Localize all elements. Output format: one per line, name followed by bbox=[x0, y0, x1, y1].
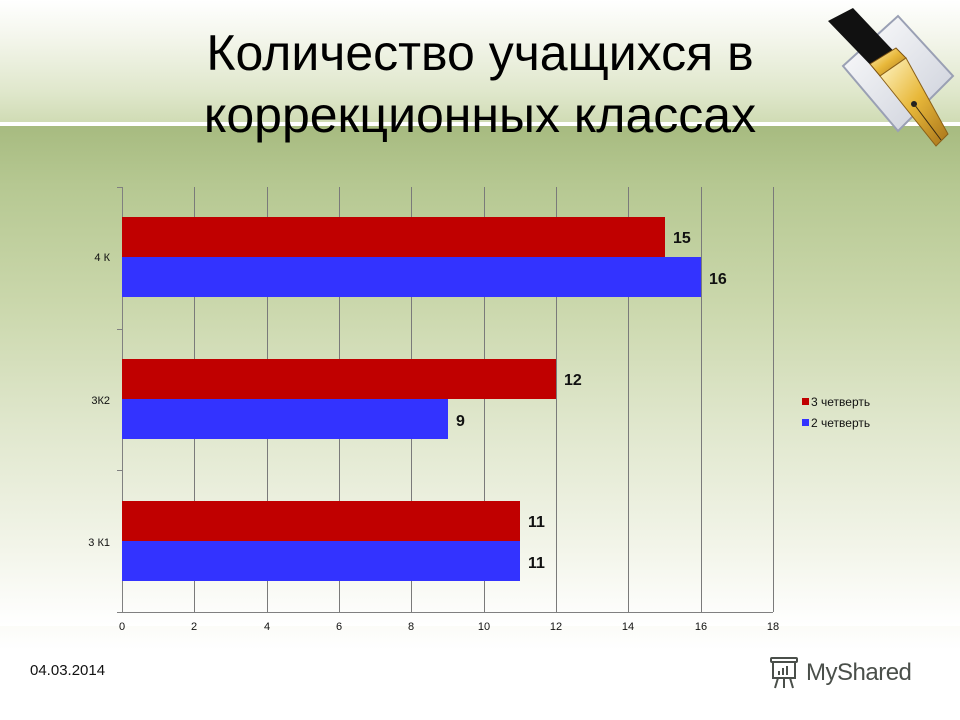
x-tick-label: 8 bbox=[407, 621, 415, 633]
gridline bbox=[556, 187, 557, 612]
y-tick bbox=[117, 187, 122, 188]
bar-3k2-q3 bbox=[122, 359, 556, 399]
x-tick-label: 10 bbox=[477, 621, 491, 633]
legend-swatch-blue bbox=[802, 419, 809, 426]
category-label: 3К2 bbox=[91, 395, 110, 407]
category-label: 4 К bbox=[94, 252, 110, 264]
divider-line bbox=[0, 122, 960, 126]
data-label: 12 bbox=[564, 372, 582, 389]
y-tick bbox=[117, 612, 122, 613]
legend-item-q2: 2 четверть bbox=[802, 412, 870, 433]
x-tick-label: 14 bbox=[621, 621, 635, 633]
chart-legend: 3 четверть 2 четверть bbox=[802, 391, 870, 433]
data-label: 11 bbox=[528, 555, 545, 572]
data-label: 16 bbox=[709, 271, 727, 288]
x-tick-label: 0 bbox=[118, 621, 126, 633]
title-band bbox=[0, 0, 960, 124]
legend-swatch-red bbox=[802, 398, 809, 405]
x-tick-label: 2 bbox=[190, 621, 198, 633]
y-tick bbox=[117, 470, 122, 471]
data-label: 9 bbox=[456, 413, 465, 430]
bar-3k2-q2 bbox=[122, 399, 448, 439]
bar-4k-q3 bbox=[122, 217, 665, 257]
watermark-logo: MyShared bbox=[768, 656, 912, 690]
data-label: 11 bbox=[528, 514, 545, 531]
presentation-board-icon bbox=[770, 657, 798, 689]
x-axis bbox=[122, 612, 773, 613]
bar-3k1-q2 bbox=[122, 541, 520, 581]
gridline bbox=[701, 187, 702, 612]
x-tick-label: 6 bbox=[335, 621, 343, 633]
gridline bbox=[773, 187, 774, 612]
x-tick-label: 4 bbox=[263, 621, 271, 633]
slide-title: Количество учащихся в коррекционных клас… bbox=[100, 22, 860, 146]
title-line-1: Количество учащихся в bbox=[206, 25, 754, 81]
gridline bbox=[628, 187, 629, 612]
watermark-text: MyShared bbox=[806, 659, 912, 686]
y-tick bbox=[117, 329, 122, 330]
title-line-2: коррекционных классах bbox=[203, 87, 757, 143]
legend-label: 3 четверть bbox=[811, 394, 871, 409]
legend-label: 2 четверть bbox=[811, 415, 871, 430]
data-label: 15 bbox=[673, 230, 691, 247]
bar-4k-q2 bbox=[122, 257, 701, 297]
bar-3k1-q3 bbox=[122, 501, 520, 541]
x-tick-label: 16 bbox=[694, 621, 708, 633]
category-label: 3 К1 bbox=[88, 537, 110, 549]
x-tick-label: 18 bbox=[766, 621, 780, 633]
legend-item-q3: 3 четверть bbox=[802, 391, 870, 412]
gridline bbox=[484, 187, 485, 612]
plot-area: 15 16 12 9 11 11 bbox=[117, 187, 774, 613]
slide-date: 04.03.2014 bbox=[30, 662, 106, 679]
x-tick-label: 12 bbox=[549, 621, 563, 633]
fountain-pen-icon bbox=[828, 8, 955, 147]
